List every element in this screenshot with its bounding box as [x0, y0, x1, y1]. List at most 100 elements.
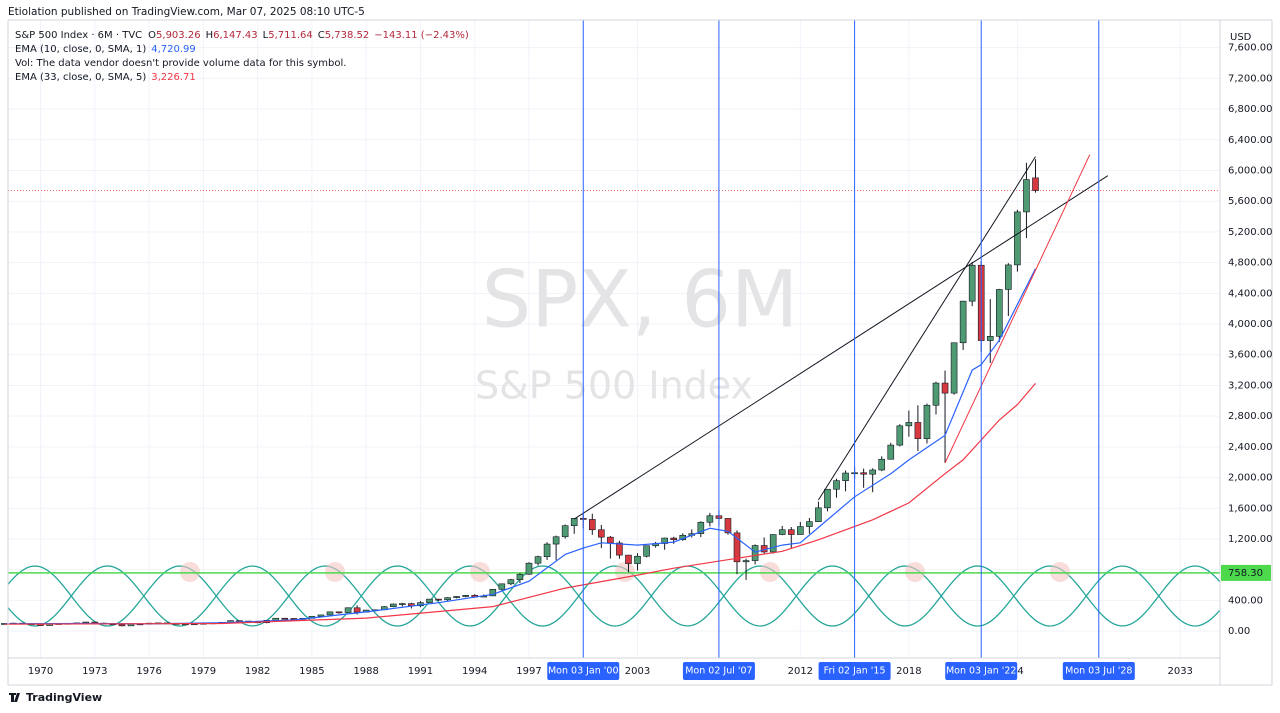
candle-body	[905, 422, 913, 427]
candle-body	[625, 554, 632, 564]
candle-body	[950, 342, 958, 394]
date-label-box	[1062, 662, 1135, 680]
candle-body	[399, 603, 406, 605]
candle-body	[118, 624, 126, 627]
candle-body	[806, 521, 813, 527]
ohlc-key: C	[318, 30, 325, 41]
y-tick-label: 6,800.00	[1228, 104, 1273, 115]
date-label-box	[682, 662, 755, 680]
ohlc-value: 6,147.43	[213, 30, 258, 41]
date-label-box	[945, 662, 1018, 680]
candle-body	[281, 617, 289, 620]
candle-body	[769, 534, 777, 553]
candle-body	[426, 598, 433, 603]
brand: TradingView	[26, 691, 102, 704]
y-tick-label: 4,400.00	[1228, 288, 1273, 299]
candle-body	[534, 556, 542, 564]
date-label: Mon 03 Jan '22	[946, 666, 1017, 677]
plot	[1, 20, 1220, 658]
ema-name: EMA (10, close, 0, SMA, 1)	[15, 44, 146, 55]
candle-body	[941, 382, 949, 394]
publisher: Etiolation published on TradingView.com,…	[8, 6, 365, 18]
ema-value: 4,720.99	[151, 44, 196, 55]
candle-body	[1005, 264, 1012, 290]
candle-body	[1032, 177, 1039, 191]
candle-body	[272, 617, 280, 621]
candle-body	[570, 518, 578, 527]
candle-body	[498, 583, 506, 590]
cycle-point	[905, 562, 925, 582]
y-tick-label: 7,600.00	[1228, 43, 1273, 54]
candle-body	[996, 289, 1003, 337]
candle-body	[326, 611, 334, 616]
x-tick-label: 1973	[82, 666, 107, 677]
candle-body	[670, 537, 677, 540]
x-tick-label: 1988	[353, 666, 378, 677]
x-tick-label: 1970	[28, 666, 53, 677]
y-tick-label: 6,000.00	[1228, 165, 1273, 176]
candle-body	[778, 529, 786, 535]
price-label-box	[1221, 564, 1271, 581]
candle-body	[923, 404, 931, 439]
legend: S&P 500 Index · 6M · TVC O5,903.26 H6,147.…	[15, 30, 469, 83]
ohlc-value: 5,711.64	[268, 30, 313, 41]
cycle-point	[325, 562, 345, 582]
candle-body	[842, 472, 849, 481]
candle-body	[462, 595, 469, 597]
candle-body	[453, 596, 460, 598]
candle-body	[733, 532, 741, 563]
x-tick-label: 2018	[896, 666, 921, 677]
cycle-point	[470, 562, 490, 582]
candle-body	[824, 488, 831, 509]
date-label: Mon 03 Jan '00	[548, 666, 619, 677]
x-tick-label: 1979	[191, 666, 216, 677]
candle-body	[552, 536, 560, 545]
candle-body	[82, 621, 90, 624]
candle-body	[1023, 179, 1030, 213]
cycle-point	[760, 562, 780, 582]
date-label: Mon 02 Jul '07	[685, 666, 752, 677]
y-tick-label: 3,600.00	[1228, 350, 1273, 361]
candle-body	[751, 545, 759, 561]
watermark-subtitle: S&P 500 Index	[475, 364, 753, 408]
candle-body	[588, 519, 596, 531]
ohlc-value: 5,738.52	[325, 30, 370, 41]
candle-body	[797, 526, 804, 535]
candle-body	[516, 573, 524, 580]
candle-body	[932, 382, 940, 406]
y-tick-label: 2,800.00	[1228, 411, 1273, 422]
date-label-box	[547, 662, 620, 680]
candle-body	[561, 525, 569, 538]
candle-body	[869, 469, 876, 475]
x-tick-label: 1982	[245, 666, 270, 677]
trend-line	[944, 154, 1091, 464]
candle-body	[444, 597, 451, 601]
y-tick-label: 2,400.00	[1228, 442, 1273, 453]
y-tick-label: 5,600.00	[1228, 196, 1273, 207]
ema-value: 3,226.71	[151, 72, 196, 83]
y-tick-label: 4,000.00	[1228, 319, 1273, 330]
y-tick-label: 7,200.00	[1228, 73, 1273, 84]
candle-body	[914, 422, 922, 439]
x-tick-label: 2003	[625, 666, 650, 677]
y-tick-label: 1,600.00	[1228, 503, 1273, 514]
y-tick-label: 6,400.00	[1228, 135, 1273, 146]
candle-body	[335, 611, 343, 614]
candle-body	[1014, 211, 1021, 266]
candle-body	[607, 536, 614, 544]
candle-body	[896, 425, 904, 446]
candle-body	[724, 518, 732, 534]
trend-line	[573, 175, 1109, 520]
candle-body	[390, 603, 397, 608]
cycle-wave	[7, 565, 1221, 627]
y-tick-label: 1,200.00	[1228, 534, 1273, 545]
x-tick-label: 1994	[462, 666, 487, 677]
candle-body	[507, 579, 515, 585]
candle-body	[833, 480, 840, 490]
candle-body	[643, 545, 650, 557]
ohlc-key: H	[206, 30, 214, 41]
candle-body	[598, 529, 605, 538]
ema-line	[4, 383, 1036, 625]
candle-body	[706, 515, 714, 523]
